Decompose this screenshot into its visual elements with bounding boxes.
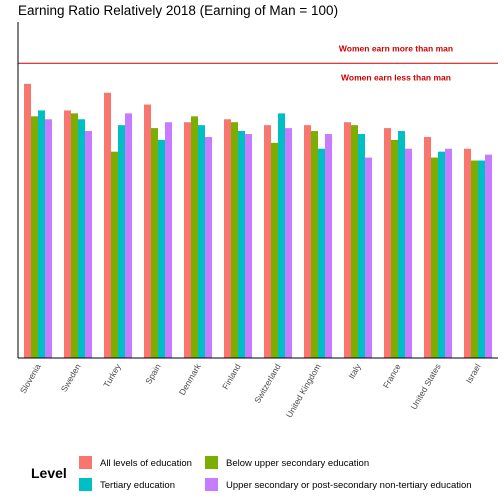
- annotation-women-earn-more: Women earn more than man: [339, 43, 453, 53]
- x-tick-label: Italy: [346, 361, 363, 380]
- bar: [31, 116, 38, 358]
- x-tick-label: United Kingdom: [284, 362, 323, 419]
- bar: [118, 125, 125, 358]
- bar: [304, 125, 311, 358]
- bar: [191, 116, 198, 358]
- bar: [205, 136, 212, 358]
- bar: [344, 122, 351, 359]
- bar: [151, 128, 158, 358]
- legend-swatch: [79, 456, 92, 469]
- chart-title: Earning Ratio Relatively 2018 (Earning o…: [18, 3, 339, 18]
- x-tick-label: Switzerland: [252, 362, 283, 405]
- legend-label: All levels of education: [100, 458, 192, 469]
- bar: [38, 110, 45, 358]
- bar: [71, 113, 78, 359]
- bar: [478, 160, 485, 358]
- bar: [104, 92, 111, 359]
- bar: [365, 157, 372, 358]
- bar: [224, 119, 231, 358]
- bar: [111, 151, 118, 358]
- legend-title: Level: [31, 465, 67, 481]
- bar: [471, 160, 478, 358]
- x-tick-label: United States: [409, 362, 443, 411]
- bar: [271, 142, 278, 358]
- x-tick-label: Finland: [220, 362, 243, 391]
- x-tick-label: Slovenia: [18, 362, 43, 395]
- bar: [445, 148, 452, 358]
- x-tick-label: Spain: [143, 362, 163, 386]
- bar: [64, 110, 71, 358]
- legend-label: Upper secondary or post-secondary non-te…: [226, 480, 472, 491]
- bar: [24, 83, 31, 358]
- bar: [78, 119, 85, 358]
- bar: [165, 122, 172, 359]
- bar: [485, 154, 492, 358]
- x-tick-label: France: [381, 362, 403, 390]
- bar: [264, 125, 271, 358]
- bar: [158, 139, 165, 358]
- x-axis-labels: Slovenia Sweden Turkey Spain Denmark Finland S…: [18, 361, 483, 419]
- x-tick-label: Turkey: [101, 361, 123, 389]
- bar: [384, 128, 391, 358]
- bar: [431, 157, 438, 358]
- bar: [424, 136, 431, 358]
- legend-swatch: [205, 478, 218, 491]
- x-tick-label: Israel: [464, 362, 483, 385]
- bars-group: [24, 83, 492, 359]
- bar: [231, 122, 238, 359]
- annotation-women-earn-less: Women earn less than man: [341, 72, 451, 82]
- legend-swatch: [79, 478, 92, 491]
- legend-label: Below upper secondary education: [226, 458, 370, 469]
- bar: [125, 113, 132, 359]
- bar: [351, 125, 358, 358]
- bar: [438, 151, 445, 358]
- bar: [311, 131, 318, 358]
- bar: [198, 125, 205, 358]
- bar: [45, 119, 52, 358]
- bar: [358, 134, 365, 358]
- bar: [144, 104, 151, 358]
- bar: [278, 113, 285, 359]
- bar: [245, 134, 252, 358]
- bar: [391, 139, 398, 358]
- legend-label: Tertiary education: [100, 480, 175, 491]
- bar: [238, 131, 245, 358]
- bar: [325, 134, 332, 358]
- bar: [184, 122, 191, 359]
- bar: [464, 148, 471, 358]
- bar: [85, 131, 92, 358]
- bar: [318, 148, 325, 358]
- x-tick-label: Denmark: [177, 361, 203, 397]
- x-tick-label: Sweden: [59, 362, 83, 394]
- legend: Level All levels of education Below uppe…: [0, 448, 504, 504]
- bar: [405, 148, 412, 358]
- bar: [398, 131, 405, 358]
- bar: [285, 128, 292, 358]
- legend-swatch: [205, 456, 218, 469]
